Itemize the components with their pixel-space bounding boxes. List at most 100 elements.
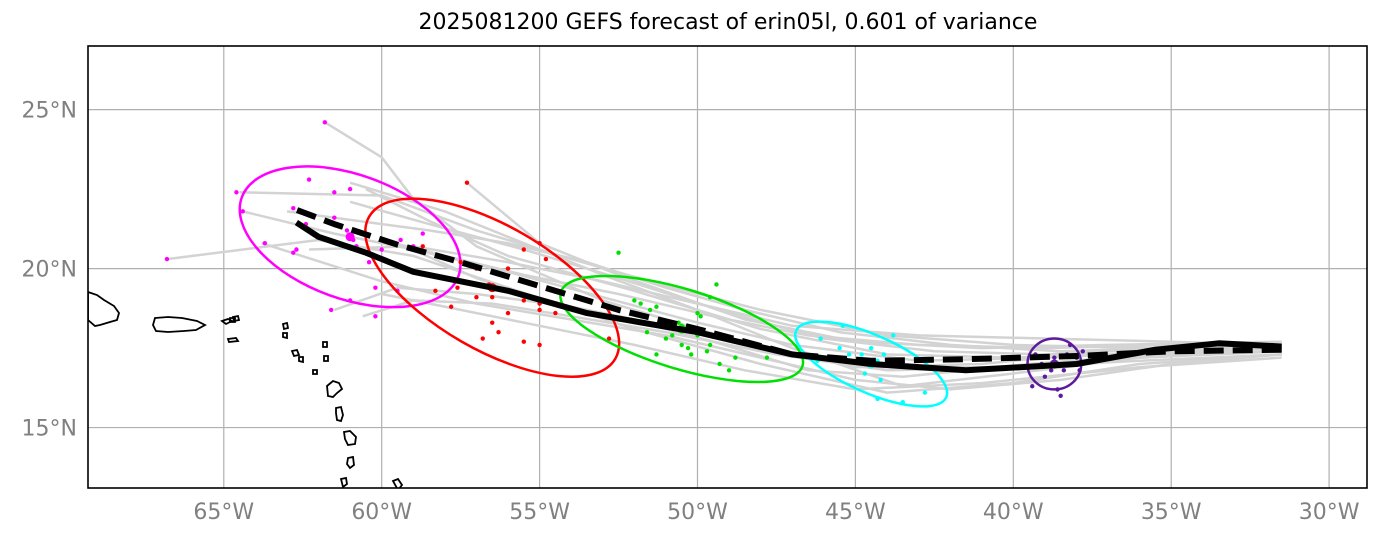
- island-10: [312, 369, 318, 375]
- island-9: [323, 355, 329, 362]
- island-6: [290, 348, 301, 358]
- forecast-clusters: [164, 120, 1085, 408]
- ensemble-point: [638, 301, 643, 306]
- map-title: 2025081200 GEFS forecast of erin05l, 0.6…: [418, 10, 1038, 35]
- ensemble-point: [291, 205, 296, 211]
- ensemble-point: [900, 399, 905, 405]
- ensemble-point: [1077, 368, 1082, 373]
- ensemble-point: [1055, 387, 1060, 392]
- ensemble-point: [695, 310, 700, 316]
- ensemble-point: [862, 371, 868, 376]
- ensemble-track: [309, 245, 1282, 347]
- ensemble-point: [647, 307, 653, 313]
- island-5: [282, 332, 288, 340]
- martinique-outline: [342, 430, 357, 446]
- ensemble-point: [332, 190, 337, 195]
- ensemble-point: [480, 336, 485, 341]
- ensemble-point: [1080, 349, 1085, 354]
- ensemble-point: [344, 228, 350, 233]
- ensemble-track: [349, 200, 1282, 356]
- ensemble-point: [733, 355, 738, 360]
- ensemble-point: [458, 260, 463, 265]
- mean-tracks: [294, 206, 1282, 374]
- ensemble-point: [1052, 355, 1057, 360]
- cluster-centroid: [345, 232, 355, 242]
- ensemble-point: [521, 298, 527, 303]
- ensemble-point: [1030, 384, 1035, 389]
- ensemble-point: [891, 333, 896, 338]
- ensemble-point: [543, 256, 549, 262]
- ensemble-point: [670, 333, 675, 338]
- ensemble-point: [240, 209, 245, 214]
- ensemble-point: [922, 390, 928, 395]
- ensemble-track: [381, 292, 1282, 391]
- ensemble-point: [717, 361, 722, 367]
- ensemble-point: [347, 186, 353, 192]
- ensemble-point: [707, 342, 713, 348]
- lon-tick-label: 65°W: [193, 500, 254, 525]
- ensemble-tracks: [166, 121, 1282, 394]
- ensemble-point: [474, 295, 479, 300]
- ensemble-point: [537, 240, 542, 246]
- ensemble-point: [373, 314, 378, 319]
- ensemble-point: [373, 285, 378, 290]
- graticule: [88, 46, 1367, 488]
- ensemble-point: [505, 310, 511, 316]
- ensemble-point: [448, 304, 454, 309]
- cluster-ellipse: [238, 165, 462, 309]
- lat-tick-label: 25°N: [22, 99, 77, 124]
- ensemble-point: [875, 396, 880, 402]
- ensemble-point: [291, 250, 296, 255]
- mean-track-dashed: [295, 206, 1282, 364]
- ensemble-track: [466, 181, 1282, 350]
- guadeloupe-outline: [326, 379, 344, 398]
- ensemble-point: [328, 307, 334, 313]
- hispaniola-outline: [152, 316, 207, 333]
- ensemble-point: [433, 288, 438, 294]
- barbados-outline: [391, 477, 404, 488]
- ensemble-point: [262, 240, 268, 246]
- ensemble-point: [306, 177, 312, 182]
- ensemble-point: [663, 336, 669, 341]
- ensemble-point: [505, 266, 511, 271]
- ensemble-point: [714, 282, 719, 287]
- puerto-rico-outline: [88, 291, 120, 327]
- ensemble-point: [1042, 374, 1048, 379]
- lat-tick-label: 15°N: [22, 417, 77, 442]
- ensemble-point: [818, 336, 823, 341]
- ensemble-point: [420, 244, 425, 249]
- ensemble-point: [606, 336, 612, 341]
- island-2: [231, 314, 241, 323]
- ensemble-point: [868, 345, 874, 351]
- ensemble-point: [294, 247, 299, 252]
- ensemble-point: [698, 314, 703, 319]
- ensemble-point: [379, 247, 384, 252]
- island-3: [226, 337, 240, 343]
- ensemble-point: [878, 377, 883, 383]
- st-vincent-outline: [339, 476, 348, 488]
- lon-tick-label: 60°W: [351, 500, 412, 525]
- ensemble-point: [840, 323, 845, 329]
- ensemble-point: [616, 250, 621, 255]
- dominica-outline: [335, 405, 344, 423]
- ensemble-point: [688, 352, 694, 357]
- lon-tick-label: 40°W: [983, 500, 1044, 525]
- island-1: [220, 318, 235, 326]
- island-11: [229, 317, 236, 323]
- lon-tick-label: 50°W: [667, 500, 728, 525]
- lon-tick-label: 45°W: [825, 500, 886, 525]
- st-lucia-outline: [346, 455, 355, 470]
- ensemble-track: [381, 238, 1282, 350]
- ensemble-point: [553, 310, 558, 316]
- ensemble-track: [261, 242, 1282, 391]
- ensemble-point: [685, 345, 691, 351]
- ensemble-point: [490, 295, 495, 300]
- ensemble-point: [496, 329, 501, 335]
- ensemble-point: [347, 298, 353, 303]
- ensemble-point: [1048, 368, 1054, 373]
- ensemble-point: [1058, 393, 1063, 398]
- ensemble-point: [859, 352, 864, 357]
- ensemble-point: [764, 355, 770, 360]
- ensemble-point: [881, 352, 887, 357]
